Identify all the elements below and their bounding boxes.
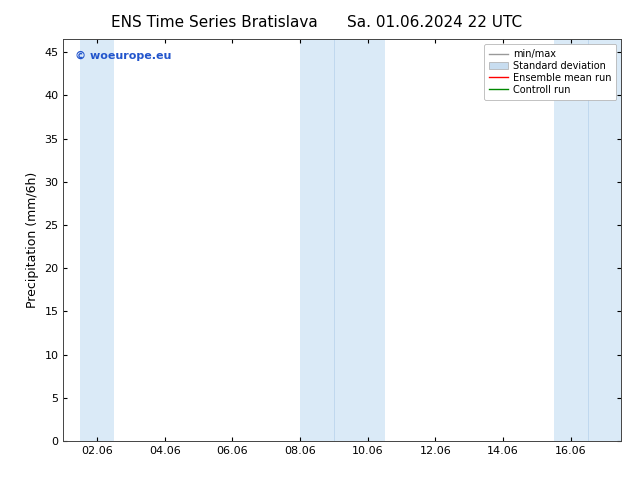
- Bar: [300, 39, 334, 441]
- Bar: [553, 39, 588, 441]
- Bar: [81, 39, 114, 441]
- Bar: [334, 39, 385, 441]
- Text: © woeurope.eu: © woeurope.eu: [75, 51, 171, 61]
- Legend: min/max, Standard deviation, Ensemble mean run, Controll run: min/max, Standard deviation, Ensemble me…: [484, 44, 616, 99]
- Text: ENS Time Series Bratislava      Sa. 01.06.2024 22 UTC: ENS Time Series Bratislava Sa. 01.06.202…: [112, 15, 522, 30]
- Y-axis label: Precipitation (mm/6h): Precipitation (mm/6h): [26, 172, 39, 308]
- Bar: [588, 39, 621, 441]
